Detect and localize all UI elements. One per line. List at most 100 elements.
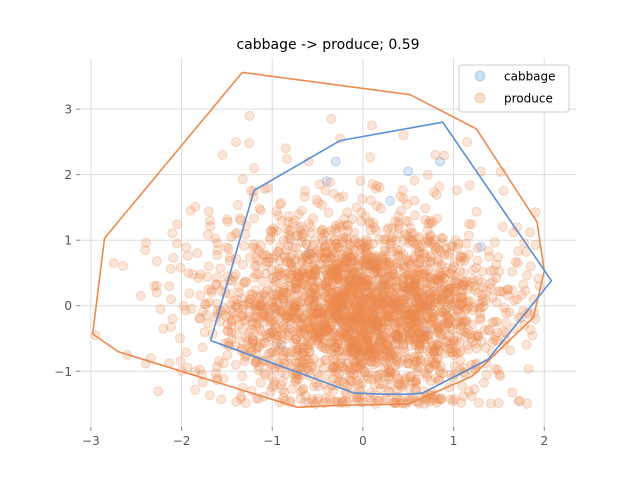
produce-point bbox=[405, 235, 416, 246]
legend-marker-produce bbox=[474, 92, 486, 104]
produce-point bbox=[497, 221, 508, 232]
produce-point bbox=[432, 353, 443, 364]
produce-point bbox=[415, 330, 426, 340]
produce-point bbox=[296, 362, 307, 372]
produce-point bbox=[430, 244, 441, 255]
produce-point bbox=[337, 291, 348, 302]
produce-point bbox=[314, 306, 325, 317]
produce-point bbox=[311, 194, 322, 205]
produce-point bbox=[330, 333, 341, 344]
produce-point bbox=[487, 292, 498, 303]
produce-point bbox=[369, 317, 380, 328]
produce-point bbox=[385, 367, 396, 378]
produce-point bbox=[192, 248, 203, 259]
produce-point bbox=[413, 308, 424, 319]
produce-point bbox=[362, 248, 373, 259]
produce-point bbox=[411, 297, 422, 308]
produce-point bbox=[361, 236, 372, 247]
produce-point bbox=[328, 360, 339, 371]
produce-point bbox=[354, 392, 365, 403]
produce-point bbox=[331, 258, 342, 269]
produce-point bbox=[258, 300, 269, 311]
produce-point bbox=[355, 318, 366, 329]
produce-point bbox=[378, 332, 389, 342]
produce-point bbox=[268, 227, 279, 238]
produce-point bbox=[333, 359, 344, 370]
produce-point bbox=[204, 297, 214, 308]
produce-point bbox=[261, 260, 272, 271]
produce-point bbox=[362, 251, 373, 262]
produce-point bbox=[291, 373, 301, 384]
produce-point bbox=[296, 313, 307, 323]
produce-point bbox=[309, 283, 319, 294]
x-tick-label: 1 bbox=[450, 434, 458, 448]
produce-point bbox=[467, 305, 478, 316]
produce-point bbox=[302, 257, 313, 268]
produce-point bbox=[326, 319, 337, 329]
produce-point bbox=[233, 282, 244, 293]
produce-point bbox=[333, 295, 344, 306]
produce-point bbox=[490, 363, 501, 374]
produce-point bbox=[247, 334, 258, 345]
produce-point bbox=[312, 296, 322, 306]
produce-point bbox=[414, 301, 425, 312]
produce-point bbox=[447, 396, 458, 407]
produce-point bbox=[263, 348, 274, 359]
cabbage-point bbox=[403, 166, 414, 177]
produce-point bbox=[298, 342, 308, 353]
produce-point bbox=[308, 268, 319, 279]
cabbage-point bbox=[435, 156, 445, 167]
produce-point bbox=[270, 250, 281, 261]
produce-point bbox=[351, 361, 362, 372]
produce-point bbox=[388, 300, 399, 311]
produce-point bbox=[362, 255, 373, 266]
produce-point bbox=[243, 328, 254, 339]
produce-point bbox=[369, 390, 380, 400]
produce-point bbox=[380, 357, 391, 368]
produce-point bbox=[332, 306, 343, 317]
produce-point bbox=[276, 268, 287, 278]
produce-point bbox=[366, 356, 377, 367]
produce-point bbox=[299, 358, 310, 369]
produce-point bbox=[320, 185, 331, 196]
produce-point bbox=[415, 253, 426, 264]
produce-point bbox=[394, 308, 405, 319]
produce-point bbox=[441, 337, 452, 348]
produce-point bbox=[321, 344, 332, 355]
produce-point bbox=[380, 308, 391, 319]
produce-point bbox=[426, 237, 437, 248]
produce-point bbox=[308, 299, 319, 310]
produce-point bbox=[443, 250, 454, 261]
y-tick-label: 3 bbox=[64, 103, 72, 117]
produce-point bbox=[484, 325, 495, 336]
produce-point bbox=[358, 327, 369, 338]
produce-point bbox=[462, 284, 473, 295]
produce-point bbox=[327, 273, 338, 284]
produce-point bbox=[356, 252, 367, 263]
produce-point bbox=[409, 175, 420, 186]
produce-point bbox=[278, 392, 289, 403]
produce-point bbox=[471, 206, 482, 217]
produce-point bbox=[421, 372, 432, 382]
produce-point bbox=[507, 266, 518, 277]
produce-point bbox=[283, 358, 294, 369]
produce-point bbox=[409, 280, 420, 291]
produce-point bbox=[409, 309, 420, 320]
produce-point bbox=[522, 270, 532, 281]
produce-point bbox=[239, 240, 250, 251]
produce-point bbox=[376, 344, 387, 354]
produce-point bbox=[365, 195, 376, 206]
produce-point bbox=[323, 306, 334, 317]
produce-point bbox=[351, 202, 362, 213]
produce-point bbox=[345, 312, 356, 323]
produce-point bbox=[351, 330, 362, 341]
produce-point bbox=[320, 354, 331, 365]
produce-point bbox=[382, 320, 393, 331]
produce-point bbox=[441, 243, 452, 254]
produce-point bbox=[400, 215, 411, 226]
produce-point bbox=[384, 258, 394, 269]
produce-point bbox=[329, 311, 340, 322]
produce-point bbox=[332, 274, 342, 285]
produce-point bbox=[428, 281, 439, 292]
produce-point bbox=[312, 252, 323, 262]
